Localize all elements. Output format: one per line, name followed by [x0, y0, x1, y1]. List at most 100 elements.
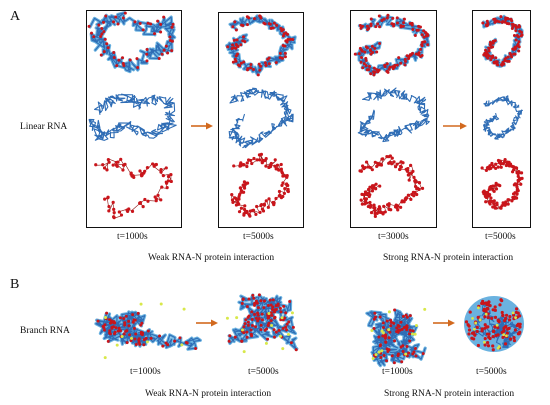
a-strong1-complex-protein — [368, 64, 372, 68]
a-weak2-protein — [238, 186, 243, 190]
b-weak2-protein — [272, 335, 276, 339]
b-strong1-protein — [378, 344, 382, 348]
b-strong2-protein — [514, 307, 519, 311]
a-strong1-complex-protein — [397, 56, 401, 60]
a-weak2-complex-protein — [245, 15, 249, 19]
a-strong2-protein — [490, 161, 494, 166]
a-strong1-complex-protein — [403, 63, 407, 67]
a-weak1-complex-protein — [97, 23, 101, 27]
a-strong1-protein — [417, 187, 421, 192]
a-weak2-complex-protein — [283, 55, 287, 59]
a-strong1-protein — [413, 179, 417, 183]
b-weak2-protein — [227, 339, 231, 343]
b-weak2-protein — [285, 328, 289, 332]
a-strong1-complex-protein — [386, 70, 390, 74]
a-strong1-protein — [390, 156, 394, 160]
b-weak1-protein — [139, 323, 143, 327]
a-strong1-complex-protein — [369, 17, 373, 21]
a-weak1-complex-protein — [160, 52, 164, 56]
b-strong2-tip — [514, 316, 517, 320]
a-weak2-protein — [231, 200, 235, 204]
a-strong1-protein — [360, 202, 364, 206]
a-weak1-rna — [88, 93, 177, 141]
b-weak1-protein — [116, 329, 120, 333]
b-weak2-protein — [249, 332, 253, 336]
a-weak2-protein — [280, 183, 284, 188]
a-weak1-complex-protein — [164, 44, 168, 48]
a-strong1-complex-protein — [419, 55, 423, 59]
b-weak1-protein — [113, 321, 117, 325]
a-weak2-complex-protein — [239, 61, 243, 65]
b-weak2-protein — [228, 334, 232, 338]
b-weak2-protein — [266, 304, 270, 308]
b-strong1-protein — [411, 329, 415, 333]
a-weak1-complex-protein — [166, 51, 170, 55]
b-strong2-protein — [485, 302, 489, 307]
a-strong2-complex-protein — [514, 38, 518, 42]
a-strong2-complex-protein — [518, 25, 522, 29]
a-weak1-protein — [143, 169, 147, 173]
b-strong1-tip — [380, 349, 384, 353]
b-strong2-tip — [477, 306, 480, 310]
b-strong1-protein — [421, 352, 425, 356]
a-strong2-complex-protein — [488, 40, 492, 44]
a-weak2-complex-protein — [278, 51, 282, 55]
b-weak2-protein — [285, 322, 289, 326]
b-weak2-protein — [284, 311, 288, 315]
b-weak2-protein — [257, 293, 261, 297]
b-weak1-protein — [111, 325, 115, 329]
a-weak2-complex-protein — [234, 28, 238, 32]
b-weak2-protein — [274, 308, 278, 312]
b-strong2-protein — [486, 341, 490, 345]
b-strong1-protein — [382, 334, 386, 338]
a-strong1-protein — [395, 162, 399, 166]
a-strong2-protein — [491, 205, 495, 209]
b-weak1-protein — [101, 324, 105, 328]
a-weak2-complex-protein — [288, 37, 292, 41]
b-strong2-protein — [518, 330, 522, 334]
b-weak1-protein — [127, 324, 131, 328]
a-strong1-complex-protein — [380, 18, 384, 22]
a-weak2-complex-protein — [283, 51, 287, 55]
a-weak1-complex-protein — [99, 34, 103, 38]
a-strong1-protein — [399, 205, 403, 209]
b-strong2-protein — [483, 343, 487, 347]
b-weak2-tip — [264, 341, 268, 345]
b-weak1-protein — [136, 311, 140, 315]
a-weak1-protein-link — [95, 158, 172, 219]
a-strong2-protein — [499, 165, 503, 169]
a-strong2-protein — [492, 201, 496, 206]
a-strong1-protein — [389, 208, 393, 212]
b-strong2-tip — [482, 340, 486, 344]
a-weak2-complex-protein — [231, 43, 235, 47]
b-strong2-protein — [482, 307, 487, 311]
b-weak2-protein — [282, 304, 286, 308]
a-weak2-protein — [281, 194, 285, 199]
a-weak2-complex-protein — [231, 60, 235, 64]
a-strong1-protein — [403, 197, 408, 201]
a-weak1-complex-protein — [102, 20, 106, 24]
b-weak2-protein — [294, 348, 298, 352]
a-strong1-protein — [415, 187, 419, 191]
a-weak2-protein — [233, 196, 237, 200]
b-weak2-protein — [259, 299, 263, 303]
b-strong1-protein — [389, 320, 393, 324]
a-strong2-complex-protein — [506, 55, 510, 59]
b-strong2-tip — [495, 323, 499, 327]
a-weak1-protein — [152, 164, 156, 168]
b-weak2-protein — [272, 328, 276, 332]
a-weak1-protein — [169, 179, 173, 184]
a-weak1-protein — [107, 209, 111, 213]
a-strong1-protein — [375, 211, 379, 215]
a-strong1-complex-protein — [410, 23, 414, 27]
a-strong2-protein — [494, 181, 498, 185]
a-strong1-complex-protein — [416, 28, 420, 32]
b-strong1-protein — [411, 352, 415, 356]
a-strong1-complex-protein — [362, 62, 366, 66]
b-weak1-protein — [173, 339, 177, 343]
b-weak1-protein — [149, 336, 153, 340]
b-strong2-protein — [476, 343, 480, 348]
b-weak1-tip — [103, 356, 107, 360]
a-strong1-protein — [362, 196, 367, 201]
a-weak2-complex-protein — [278, 56, 282, 60]
